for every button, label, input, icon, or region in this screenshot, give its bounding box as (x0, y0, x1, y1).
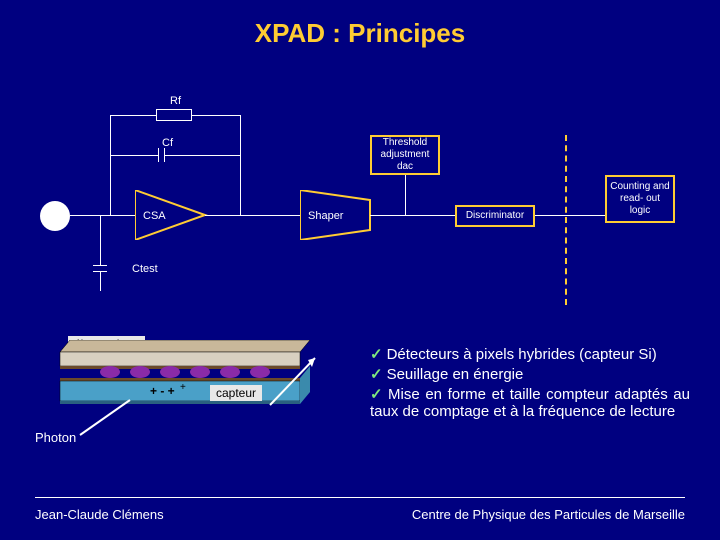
feature-bullets: ✓Détecteurs à pixels hybrides (capteur S… (370, 345, 690, 422)
footer-author: Jean-Claude Clémens (35, 507, 164, 522)
shaper-label: Shaper (308, 210, 343, 222)
discriminator-box: Discriminator (455, 205, 535, 227)
footer-divider (35, 497, 685, 498)
detector-cross-section: électronique + - + + capteur Photon (40, 340, 330, 450)
check-icon: ✓ (370, 366, 383, 383)
bullet-item: ✓Seuillage en énergie (370, 365, 690, 383)
csa-label: CSA (143, 210, 166, 222)
bullet-item: ✓Détecteurs à pixels hybrides (capteur S… (370, 345, 690, 363)
threshold-dac-box: Threshold adjustment dac (370, 135, 440, 175)
sensor-label: capteur (210, 385, 262, 401)
input-pad (40, 201, 70, 231)
check-icon: ✓ (370, 346, 383, 363)
check-icon: ✓ (370, 386, 384, 403)
photon-label: Photon (35, 430, 76, 445)
ctest-label: Ctest (132, 263, 158, 275)
rf-label: Rf (170, 95, 181, 107)
circuit-diagram: Rf Cf CSA Shaper Threshold adjustment da… (40, 95, 680, 305)
svg-text:+ - +: + - + (150, 384, 175, 398)
chip-boundary (565, 135, 567, 305)
footer-affiliation: Centre de Physique des Particules de Mar… (412, 507, 685, 522)
counting-box: Counting and read- out logic (605, 175, 675, 223)
svg-text:+: + (180, 382, 186, 393)
bullet-item: ✓Mise en forme et taille compteur adapté… (370, 385, 690, 420)
slide-title: XPAD : Principes (0, 0, 720, 49)
